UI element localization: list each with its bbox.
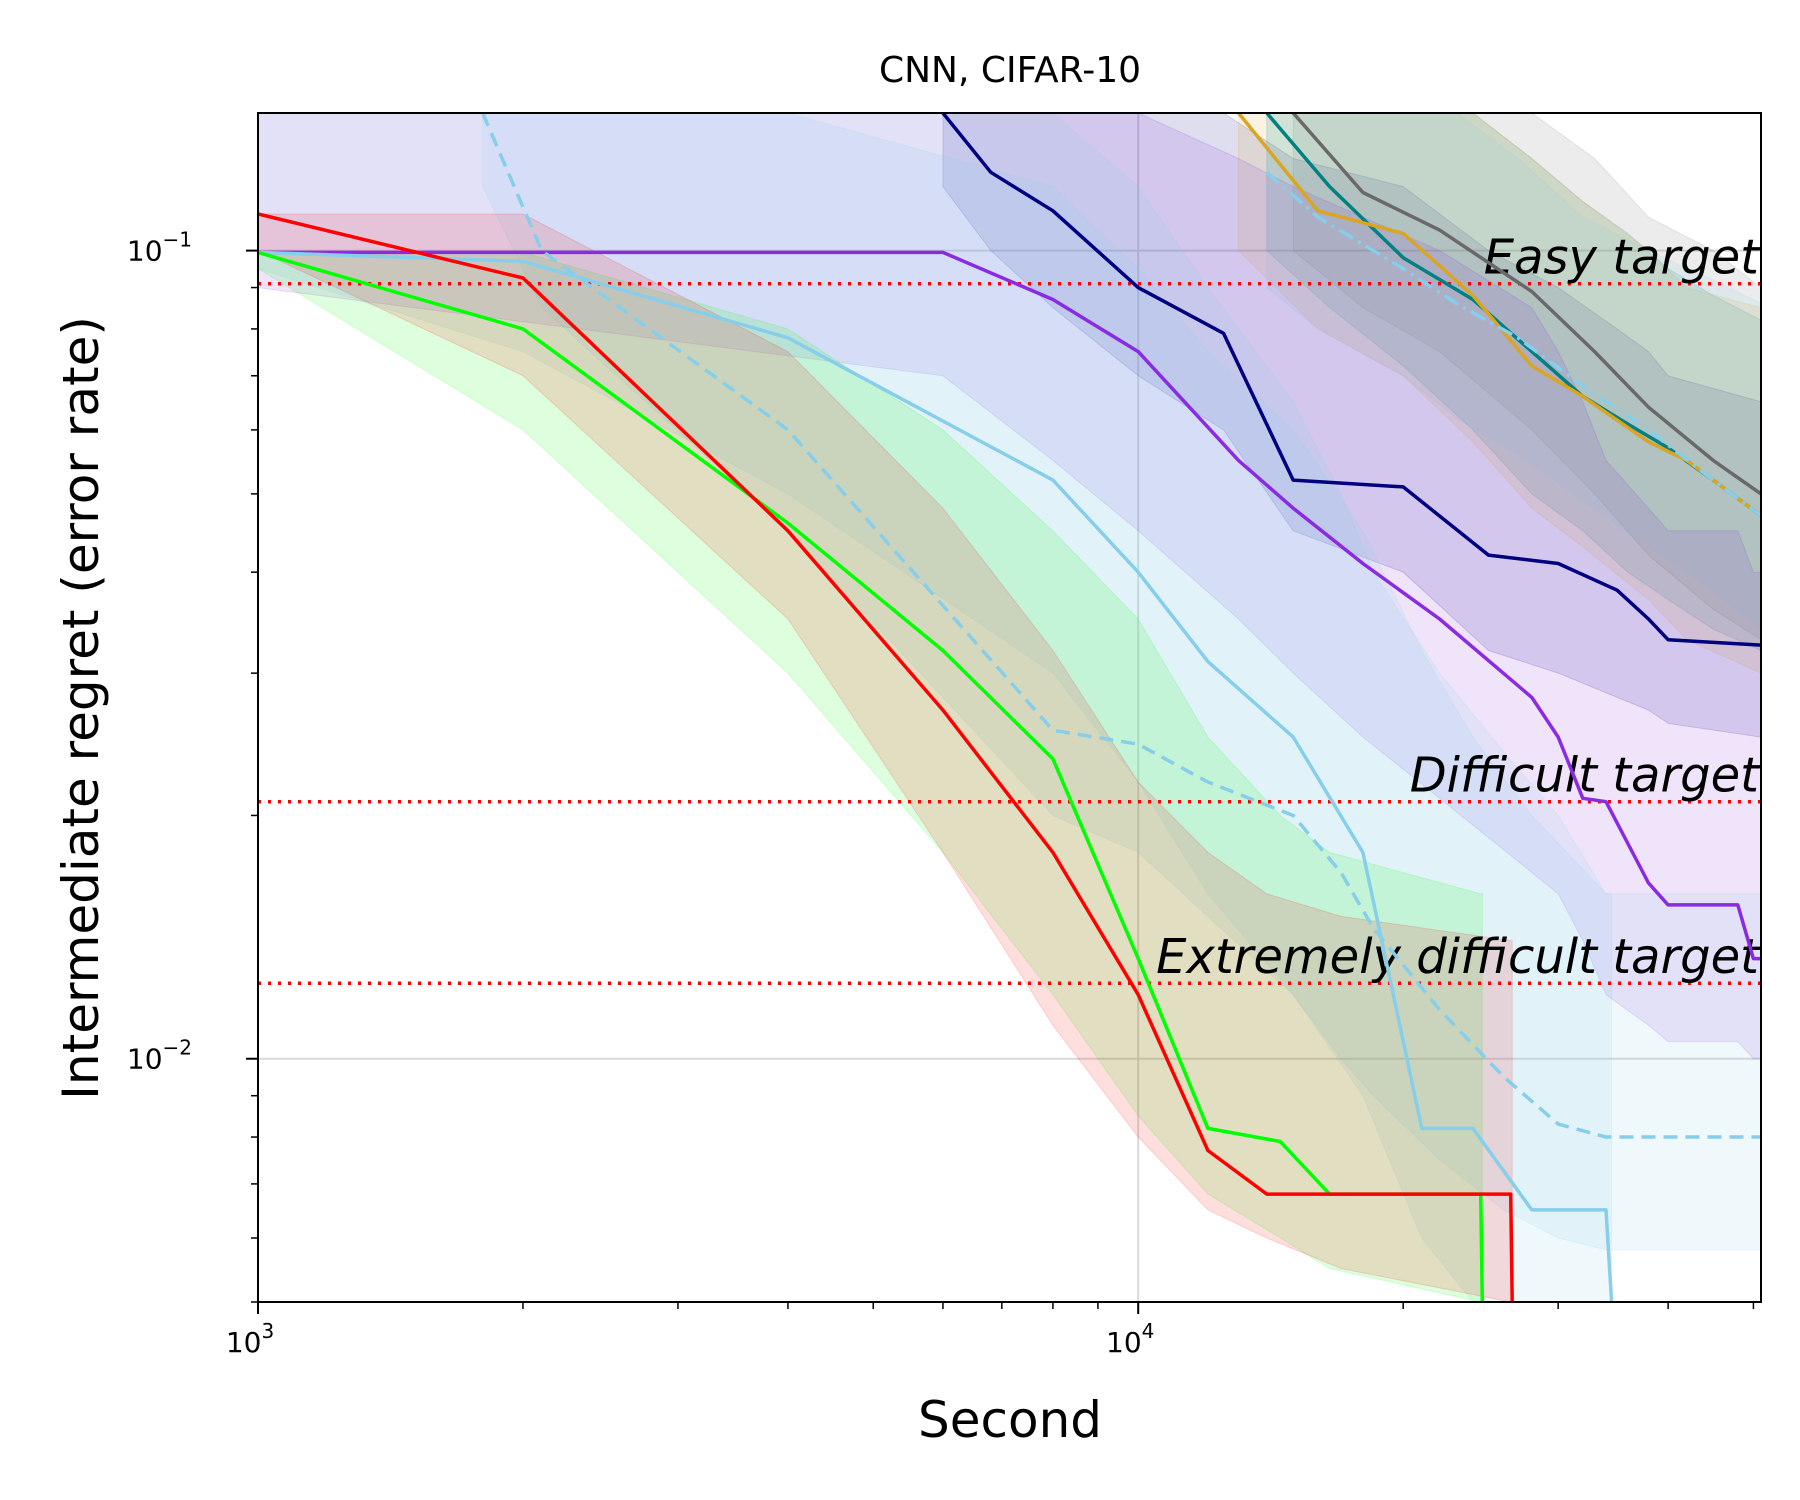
plot-frame [257, 112, 1762, 1303]
series-line-blueviolet [258, 250, 1761, 961]
x-axis: 103 104 [226, 1302, 1755, 1359]
chart-title: CNN, CIFAR-10 [879, 50, 1141, 91]
series-line-goldenrod [1237, 113, 1761, 518]
band-lime [258, 251, 1483, 1302]
series-line-gray [1291, 113, 1761, 496]
series-line-skyblue [258, 250, 1614, 1302]
target-label: Difficult target [1410, 748, 1761, 804]
y-tick-label: 10−1 [127, 228, 192, 268]
series-line-navy [941, 113, 1761, 647]
plot-area: Easy target Difficult target Extremely dif… [258, 113, 1761, 1302]
y-axis: 10−2 10−1 [127, 228, 258, 1303]
series-line-red [258, 212, 1514, 1302]
x-tick-label: 104 [1106, 1319, 1154, 1359]
x-axis-label: Second [918, 1391, 1102, 1449]
target-label: Easy target [1484, 230, 1761, 286]
band-skyblue-dashed [482, 113, 1761, 1251]
target-label: Extremely difficult target [1156, 929, 1761, 985]
band-skyblue-dashdot [1266, 113, 1761, 630]
band-red [258, 213, 1513, 1302]
y-tick-label: 10−2 [127, 1036, 192, 1076]
band-gray [1292, 113, 1761, 641]
band-goldenrod [1238, 113, 1761, 674]
x-tick-label: 103 [226, 1319, 274, 1359]
series-line-skyblue-dashed [481, 113, 1761, 1139]
y-axis-label: Intermediate regret (error rate) [52, 316, 110, 1100]
band-navy [942, 113, 1761, 738]
series-line-skyblue-dashdot [1265, 170, 1761, 518]
band-skyblue [258, 113, 1613, 1302]
